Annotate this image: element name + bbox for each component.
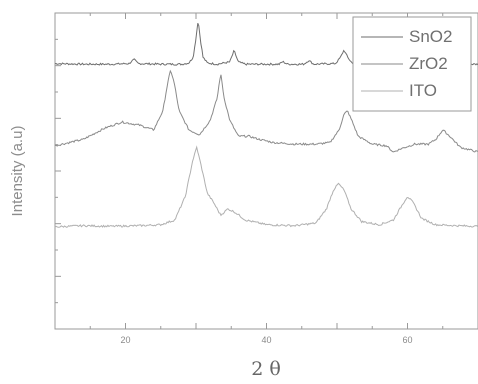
x-tick-label: 40 <box>261 335 271 345</box>
x-axis-label: 2 θ <box>251 358 281 380</box>
x-tick-label: 20 <box>120 335 130 345</box>
y-axis-ticks <box>55 38 61 304</box>
y-axis-label: Intensity (a.u) <box>9 126 26 217</box>
legend-label-zro2: ZrO2 <box>409 54 448 73</box>
legend-label-ito: ITO <box>409 81 437 100</box>
x-axis-ticks: 20 40 60 <box>54 13 478 345</box>
legend-label-sno2: SnO2 <box>409 27 452 46</box>
series-line-ito <box>54 145 478 228</box>
legend: SnO2 ZrO2 ITO <box>352 16 472 112</box>
x-tick-label: 60 <box>402 335 412 345</box>
series-line-zro2 <box>54 69 478 153</box>
